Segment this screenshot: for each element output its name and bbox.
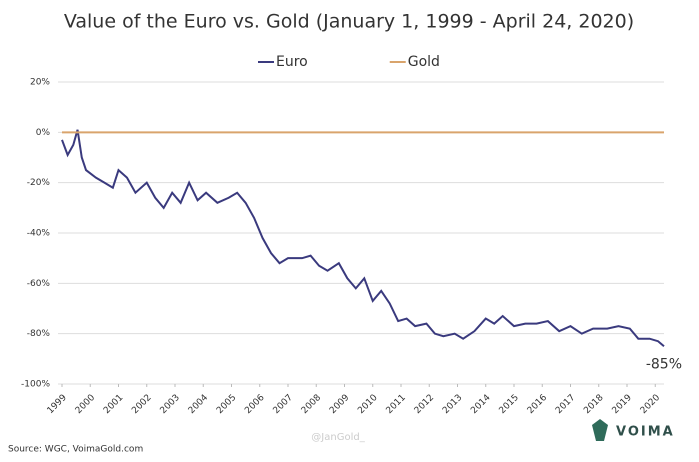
- y-tick-label: -60%: [27, 279, 51, 289]
- logo-icon: [592, 419, 608, 441]
- y-tick-label: 0%: [36, 128, 51, 138]
- x-tick-label: 2017: [554, 393, 577, 416]
- x-tick-label: 2019: [611, 393, 634, 416]
- x-tick-label: 2006: [243, 393, 266, 416]
- x-tick-label: 2015: [498, 393, 521, 416]
- x-tick-label: 2007: [272, 393, 295, 416]
- x-tick-label: 2003: [159, 393, 182, 416]
- legend-label: Gold: [408, 54, 440, 70]
- x-tick-label: 2013: [441, 393, 464, 416]
- source: Source: WGC, VoimaGold.com: [8, 445, 143, 455]
- x-tick-label: 2020: [639, 393, 662, 416]
- x-tick-label: 2009: [328, 393, 351, 416]
- x-tick-label: 2002: [130, 393, 153, 416]
- x-tick-label: 2001: [102, 393, 125, 416]
- y-tick-label: -20%: [27, 178, 51, 188]
- logo: VOIMA: [616, 425, 675, 440]
- x-tick-label: 1999: [46, 393, 69, 416]
- x-tick-label: 2010: [356, 393, 379, 416]
- x-tick-label: 2018: [582, 393, 605, 416]
- watermark: @JanGold_: [311, 432, 365, 443]
- y-tick-label: -100%: [21, 380, 50, 390]
- series-line: [61, 129, 665, 348]
- y-tick-label: -80%: [27, 329, 51, 339]
- annotation: -85%: [646, 356, 682, 372]
- x-tick-label: 2008: [300, 393, 323, 416]
- y-tick-label: 20%: [30, 78, 50, 88]
- x-tick-label: 2012: [413, 393, 436, 416]
- x-tick-label: 2000: [74, 393, 97, 416]
- x-tick-label: 2011: [385, 393, 408, 416]
- chart-title: Value of the Euro vs. Gold (January 1, 1…: [64, 11, 634, 33]
- x-tick-label: 2005: [215, 393, 238, 416]
- x-tick-label: 2004: [187, 393, 210, 416]
- y-tick-label: -40%: [27, 229, 51, 239]
- legend-label: Euro: [276, 54, 308, 70]
- x-tick-label: 2014: [469, 393, 492, 416]
- x-tick-label: 2016: [526, 393, 549, 416]
